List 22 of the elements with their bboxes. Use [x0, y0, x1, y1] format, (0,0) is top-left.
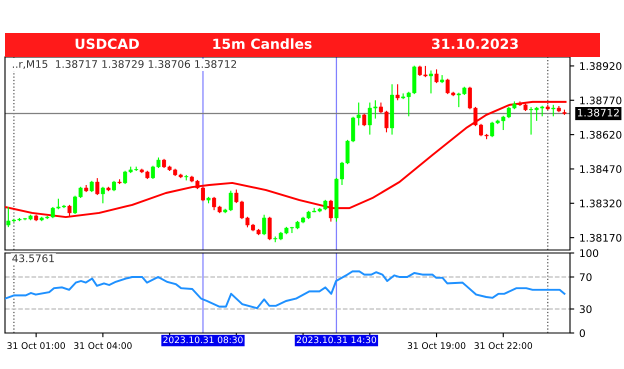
x-tick-label: 31 Oct 19:00: [408, 342, 466, 350]
ref-line-label: 2023.10.31 14:30: [296, 336, 376, 344]
y-tick-label: 100: [580, 249, 598, 258]
y-tick-label: 1.38320: [580, 200, 622, 208]
ref-line-label: 2023.10.31 08:30: [163, 336, 243, 344]
x-tick-label: 31 Oct 22:00: [474, 342, 532, 350]
ref-line-label: 1.38712: [578, 108, 619, 117]
y-tick-label: 1.38170: [580, 234, 622, 242]
y-tick-label: 1.38770: [580, 96, 622, 104]
y-tick-label: 1.38920: [580, 62, 622, 70]
y-tick-label: 1.38470: [580, 165, 622, 174]
chart-subtitle: 15m Candles: [213, 38, 312, 50]
x-tick-label: 31 Oct 01:00: [7, 342, 65, 350]
text: 31.10.2023: [432, 38, 518, 50]
y-tick-label: 1.38620: [580, 130, 622, 139]
x-tick-label: 31 Oct 04:00: [74, 342, 132, 350]
annotation: 43.5761: [12, 254, 54, 262]
y-tick-label: 70: [580, 273, 592, 282]
chart-title: USDCAD: [76, 38, 139, 50]
annotation: ..r,M15 1.38717 1.38729 1.38706 1.38712: [12, 60, 236, 70]
y-tick-label: 30: [580, 305, 592, 314]
y-tick-label: 0: [580, 329, 585, 338]
